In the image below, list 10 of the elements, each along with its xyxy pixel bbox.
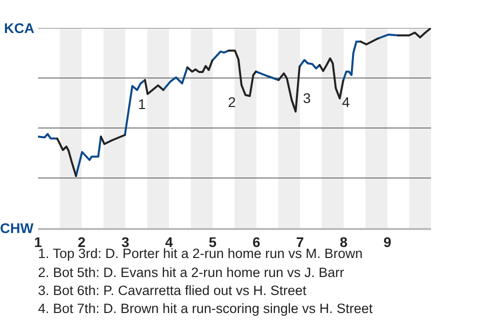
text: KCA <box>4 20 34 36</box>
annotation: 2 <box>228 94 236 110</box>
x-tick-label: 9 <box>383 234 392 250</box>
text: 4. Bot 7th: D. Brown hit a run-scoring single vs H. Street <box>38 301 373 316</box>
text: 3. Bot 6th: P. Cavarretta flied out vs H. Street <box>38 283 307 298</box>
annotation: 3 <box>303 90 311 106</box>
text: CHW <box>0 220 34 236</box>
text: 2. Bot 5th: D. Evans hit a 2-run home run vs J. Barr <box>38 265 345 280</box>
annotation: 1 <box>138 96 146 112</box>
annotation: 4 <box>342 94 350 110</box>
